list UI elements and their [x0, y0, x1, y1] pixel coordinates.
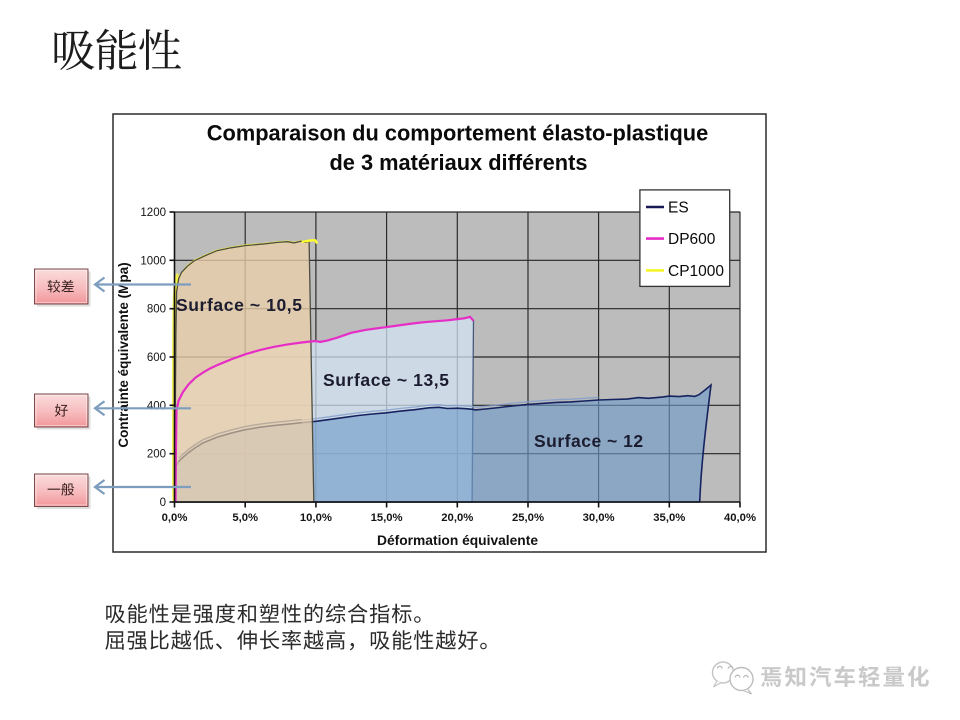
svg-text:20,0%: 20,0% — [441, 512, 473, 524]
svg-text:0,0%: 0,0% — [162, 512, 188, 524]
svg-text:Contrainte équivalente (Mpa): Contrainte équivalente (Mpa) — [116, 262, 131, 447]
svg-text:Surface ~ 10,5: Surface ~ 10,5 — [176, 295, 303, 315]
svg-text:de 3 matériaux différents: de 3 matériaux différents — [329, 150, 587, 175]
svg-text:1200: 1200 — [140, 207, 166, 219]
svg-text:400: 400 — [147, 400, 166, 412]
svg-text:30,0%: 30,0% — [583, 512, 615, 524]
svg-text:Déformation équivalente: Déformation équivalente — [377, 533, 538, 548]
svg-text:0: 0 — [160, 497, 166, 509]
svg-text:10,0%: 10,0% — [300, 512, 332, 524]
svg-text:Surface ~ 12: Surface ~ 12 — [534, 431, 644, 451]
svg-text:800: 800 — [147, 304, 166, 316]
svg-text:1000: 1000 — [140, 255, 166, 267]
svg-text:Comparaison du comportement él: Comparaison du comportement élasto-plast… — [207, 121, 708, 146]
svg-text:DP600: DP600 — [668, 231, 716, 248]
svg-text:25,0%: 25,0% — [512, 512, 544, 524]
svg-text:200: 200 — [147, 449, 166, 461]
svg-text:5,0%: 5,0% — [232, 512, 258, 524]
svg-text:35,0%: 35,0% — [653, 512, 685, 524]
svg-text:40,0%: 40,0% — [724, 512, 756, 524]
svg-text:Surface ~ 13,5: Surface ~ 13,5 — [323, 370, 450, 390]
svg-text:15,0%: 15,0% — [371, 512, 403, 524]
svg-text:CP1000: CP1000 — [668, 263, 724, 280]
svg-text:600: 600 — [147, 352, 166, 364]
svg-text:ES: ES — [668, 200, 689, 217]
